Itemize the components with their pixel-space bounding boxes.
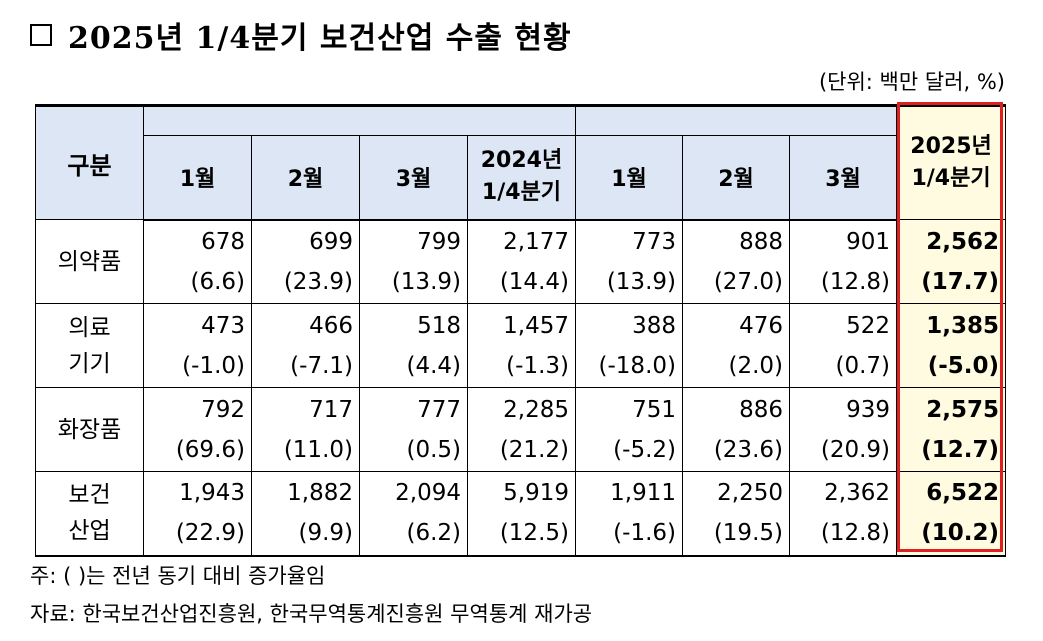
data-cell: 751 (-5.2) — [575, 387, 683, 472]
header-2024-month: 2월 — [251, 135, 360, 221]
row-label: 보건 산업 — [35, 471, 144, 557]
data-cell: 2,177 (14.4) — [467, 219, 576, 304]
data-cell: 717 (11.0) — [251, 387, 360, 472]
data-cell: 2,250 (19.5) — [682, 471, 790, 557]
source-note: 자료: 한국보건산업진흥원, 한국무역통계진흥원 무역통계 재가공 — [30, 602, 593, 626]
header-2025-month: 2월 — [682, 135, 790, 221]
data-cell: 476 (2.0) — [682, 303, 790, 388]
header-group-2024 — [143, 104, 576, 136]
page-title: 2025년 1/4분기 보건산업 수출 현황 — [30, 10, 572, 60]
row-label: 화장품 — [35, 387, 144, 472]
table-row: 의약품 678 (6.6) 699 (23.9) 799 (13.9) 2,177 (1… — [35, 219, 1007, 304]
data-cell: 2,362 (12.8) — [788, 471, 898, 557]
header-2024-quarter-label: 1/4분기 — [481, 180, 562, 206]
data-cell-2025: 2,575 (12.7) — [896, 387, 1007, 472]
checkbox-icon — [30, 24, 52, 46]
row-label: 의료 기기 — [35, 303, 144, 388]
data-cell: 886 (23.6) — [682, 387, 790, 472]
data-cell: 792 (69.6) — [143, 387, 252, 472]
data-cell-2025: 1,385 (-5.0) — [896, 303, 1007, 388]
table-row: 화장품 792 (69.6) 717 (11.0) 777 (0.5) 2,285 (2… — [35, 387, 1007, 472]
title-text: 2025년 1/4분기 보건산업 수출 현황 — [68, 21, 572, 56]
data-cell: 388 (-18.0) — [575, 303, 683, 388]
data-cell: 522 (0.7) — [788, 303, 898, 388]
data-cell: 2,094 (6.2) — [359, 471, 468, 557]
unit-label: (단위: 백만 달러, %) — [818, 70, 1005, 94]
header-2024-year: 2024년 — [480, 148, 563, 174]
header-2025-quarter: 2025년 1/4분기 — [896, 104, 1007, 220]
data-cell: 1,943 (22.9) — [143, 471, 252, 557]
table-row: 보건 산업 1,943 (22.9) 1,882 (9.9) 2,094 (6.2) 5… — [35, 471, 1007, 557]
data-cell: 888 (27.0) — [682, 219, 790, 304]
data-cell: 518 (4.4) — [359, 303, 468, 388]
data-cell: 1,457 (-1.3) — [467, 303, 576, 388]
table-row: 의료 기기 473 (-1.0) 466 (-7.1) 518 (4.4) 1,457(… — [35, 303, 1007, 388]
export-table: 구분 2025년 1/4분기 1월 2월 3월 2024년 1/4분기 1월 2… — [35, 104, 1007, 557]
data-cell: 473 (-1.0) — [143, 303, 252, 388]
data-cell: 466 (-7.1) — [251, 303, 360, 388]
data-cell: 678 (6.6) — [143, 219, 252, 304]
data-cell: 5,919 (12.5) — [467, 471, 576, 557]
header-2024-month: 3월 — [359, 135, 468, 221]
data-cell: 1,911 (-1.6) — [575, 471, 683, 557]
data-cell-2025: 6,522 (10.2) — [896, 471, 1007, 557]
header-2025-quarter-label: 1/4분기 — [911, 166, 991, 191]
header-2025-month: 3월 — [788, 135, 898, 221]
data-cell: 799 (13.9) — [359, 219, 468, 304]
row-label: 의약품 — [35, 219, 144, 304]
footnote: 주: ( )는 전년 동기 대비 증가율임 — [30, 564, 326, 588]
header-group-2025 — [574, 104, 898, 136]
data-cell: 901 (12.8) — [788, 219, 898, 304]
header-2024-quarter: 2024년 1/4분기 — [467, 135, 576, 221]
data-cell: 939 (20.9) — [788, 387, 898, 472]
header-2025-year: 2025년 — [910, 134, 992, 159]
header-2025-month: 1월 — [575, 135, 683, 221]
data-cell: 2,285 (21.2) — [467, 387, 576, 472]
data-cell: 777 (0.5) — [359, 387, 468, 472]
header-2024-month: 1월 — [143, 135, 252, 221]
data-cell: 699 (23.9) — [251, 219, 360, 304]
data-cell: 1,882 (9.9) — [251, 471, 360, 557]
data-cell-2025: 2,562 (17.7) — [896, 219, 1007, 304]
header-category: 구분 — [35, 104, 144, 220]
data-cell: 773 (13.9) — [575, 219, 683, 304]
